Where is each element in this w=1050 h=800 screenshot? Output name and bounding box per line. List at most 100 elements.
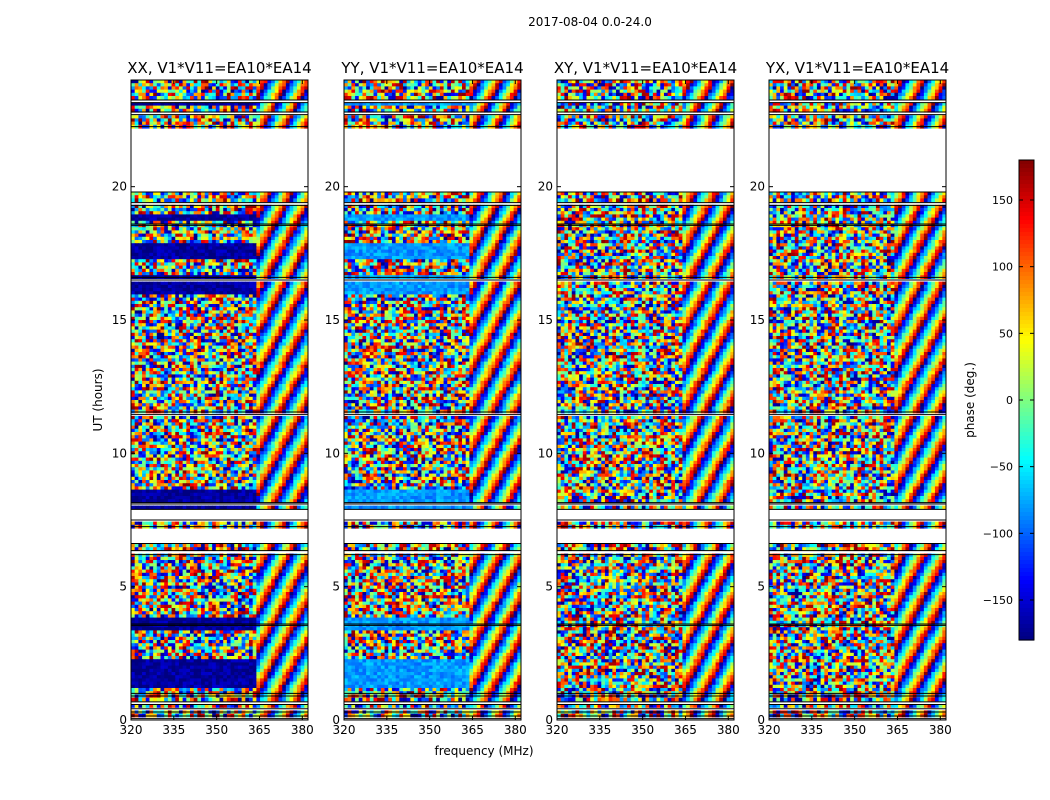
colorbar-swatch — [1019, 348, 1034, 353]
y-tick-label: 10 — [750, 446, 765, 460]
colorbar-swatch — [1019, 412, 1034, 417]
colorbar-swatch — [1019, 624, 1034, 629]
colorbar-swatch — [1019, 228, 1034, 233]
colorbar-swatch — [1019, 180, 1034, 185]
colorbar-swatch — [1019, 428, 1034, 433]
colorbar-swatch — [1019, 384, 1034, 389]
colorbar-tick-label: 100 — [992, 261, 1013, 274]
colorbar-swatch — [1019, 404, 1034, 409]
colorbar-swatch — [1019, 456, 1034, 461]
x-tick-label: 365 — [248, 723, 271, 737]
colorbar-swatch — [1019, 492, 1034, 497]
panel-title: YX, V1*V11=EA10*EA14 — [765, 59, 949, 77]
x-tick-label: 380 — [291, 723, 314, 737]
colorbar-tick-label: −100 — [983, 527, 1013, 540]
y-tick-label: 20 — [112, 180, 127, 194]
colorbar-swatch — [1019, 336, 1034, 341]
colorbar-swatch — [1019, 212, 1034, 217]
colorbar-swatch — [1019, 292, 1034, 297]
colorbar-swatch — [1019, 296, 1034, 301]
colorbar-swatch — [1019, 572, 1034, 577]
colorbar-swatch — [1019, 460, 1034, 465]
y-tick-label: 20 — [750, 180, 765, 194]
y-tick-label: 20 — [538, 180, 553, 194]
colorbar-swatch — [1019, 244, 1034, 249]
colorbar-swatch — [1019, 512, 1034, 517]
colorbar-swatch — [1019, 248, 1034, 253]
colorbar-swatch — [1019, 488, 1034, 493]
colorbar-swatch — [1019, 540, 1034, 545]
y-tick-label: 15 — [325, 313, 340, 327]
colorbar-swatch — [1019, 260, 1034, 265]
colorbar-swatch — [1019, 400, 1034, 405]
colorbar-swatch — [1019, 424, 1034, 429]
colorbar-swatch — [1019, 536, 1034, 541]
colorbar-swatch — [1019, 436, 1034, 441]
colorbar-swatch — [1019, 368, 1034, 373]
colorbar-swatch — [1019, 328, 1034, 333]
colorbar-swatch — [1019, 608, 1034, 613]
x-tick-label: 335 — [375, 723, 398, 737]
colorbar-swatch — [1019, 480, 1034, 485]
colorbar-swatch — [1019, 560, 1034, 565]
colorbar-swatch — [1019, 172, 1034, 177]
colorbar-swatch — [1019, 192, 1034, 197]
colorbar-swatch — [1019, 372, 1034, 377]
colorbar-swatch — [1019, 576, 1034, 581]
colorbar-swatch — [1019, 200, 1034, 205]
panel-title: XX, V1*V11=EA10*EA14 — [127, 59, 311, 77]
colorbar-swatch — [1019, 620, 1034, 625]
heatmap-cells — [131, 80, 308, 720]
colorbar-swatch — [1019, 464, 1034, 469]
colorbar-swatch — [1019, 220, 1034, 225]
colorbar-swatch — [1019, 548, 1034, 553]
colorbar-tick-label: 0 — [1006, 394, 1013, 407]
colorbar-swatch — [1019, 592, 1034, 597]
colorbar-swatch — [1019, 508, 1034, 513]
y-tick-label: 0 — [332, 713, 340, 727]
colorbar-swatch — [1019, 320, 1034, 325]
colorbar-swatch — [1019, 396, 1034, 401]
colorbar-swatch — [1019, 376, 1034, 381]
colorbar-swatch — [1019, 564, 1034, 569]
colorbar-swatch — [1019, 168, 1034, 173]
x-tick-label: 380 — [929, 723, 952, 737]
colorbar-swatch — [1019, 308, 1034, 313]
panel-frame — [768, 79, 947, 721]
heatmap-cells — [344, 80, 521, 720]
colorbar-swatch — [1019, 300, 1034, 305]
x-tick-label: 365 — [461, 723, 484, 737]
colorbar-swatch — [1019, 632, 1034, 637]
colorbar-swatch — [1019, 364, 1034, 369]
colorbar-swatch — [1019, 392, 1034, 397]
x-tick-label: 350 — [418, 723, 441, 737]
colorbar-swatch — [1019, 544, 1034, 549]
colorbar-swatch — [1019, 444, 1034, 449]
colorbar-swatch — [1019, 284, 1034, 289]
colorbar-swatch — [1019, 240, 1034, 245]
y-tick-label: 15 — [538, 313, 553, 327]
x-axis-label: frequency (MHz) — [434, 744, 533, 758]
y-tick-label: 20 — [325, 180, 340, 194]
colorbar-swatch — [1019, 360, 1034, 365]
y-axis-label: UT (hours) — [91, 368, 105, 431]
panel-yy: YY, V1*V11=EA10*EA14 320 335 350 365 380 0 5 10 1… — [325, 59, 527, 737]
colorbar-swatch — [1019, 184, 1034, 189]
colorbar-tick-label: 150 — [992, 194, 1013, 207]
colorbar-swatch — [1019, 216, 1034, 221]
colorbar-swatch — [1019, 204, 1034, 209]
x-tick-label: 350 — [205, 723, 228, 737]
colorbar-swatch — [1019, 380, 1034, 385]
colorbar-swatch — [1019, 276, 1034, 281]
colorbar-swatch — [1019, 312, 1034, 317]
colorbar-swatch — [1019, 588, 1034, 593]
colorbar-swatch — [1019, 388, 1034, 393]
colorbar-swatch — [1019, 408, 1034, 413]
colorbar-swatch — [1019, 556, 1034, 561]
colorbar-swatch — [1019, 196, 1034, 201]
y-tick-label: 5 — [119, 580, 127, 594]
colorbar-swatch — [1019, 208, 1034, 213]
colorbar-swatch — [1019, 264, 1034, 269]
colorbar-swatch — [1019, 232, 1034, 237]
colorbar-swatch — [1019, 352, 1034, 357]
